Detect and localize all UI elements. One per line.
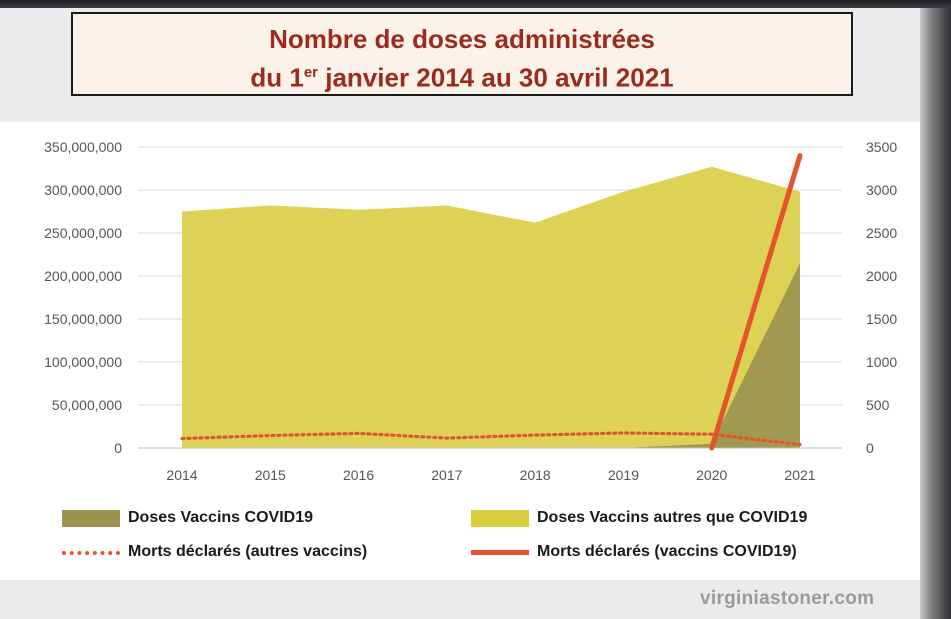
x-tick-label: 2021	[784, 467, 815, 483]
area-covid-doses	[182, 263, 800, 448]
line-deaths-other	[180, 431, 802, 447]
legend-label-deaths-covid: Morts déclarés (vaccins COVID19)	[537, 543, 797, 560]
chart-title-line2: du 1er janvier 2014 au 30 avril 2021	[73, 56, 851, 95]
x-tick-label: 2014	[166, 467, 197, 483]
x-tick-label: 2016	[343, 467, 374, 483]
y-left-tick-label: 200,000,000	[44, 268, 122, 284]
chart-svg: 0 0 50,000,000 500 100,000,000 1000 150,000,00…	[44, 139, 897, 483]
y-left-tick-label: 150,000,000	[44, 311, 122, 327]
chart-title-line1: Nombre de doses administrées	[269, 24, 655, 54]
legend-swatch-covid-doses	[62, 510, 120, 527]
y-right-tick-label: 2000	[866, 268, 897, 284]
legend-label-other-doses: Doses Vaccins autres que COVID19	[537, 509, 808, 526]
y-left-tick-label: 250,000,000	[44, 225, 122, 241]
y-left-tick-label: 50,000,000	[52, 397, 122, 413]
x-tick-label: 2019	[608, 467, 639, 483]
title-line2-sup: er	[303, 64, 319, 81]
legend-swatch-deaths-covid	[471, 550, 529, 555]
title-line2-prefix: du 1	[250, 62, 304, 93]
legend-swatch-deaths-other	[62, 551, 120, 555]
x-tick-label: 2018	[520, 467, 551, 483]
y-right-tick-label: 1500	[866, 311, 897, 327]
legend-swatch-other-doses	[471, 510, 529, 527]
area-other-doses	[182, 166, 800, 448]
legend-label-covid-doses: Doses Vaccins COVID19	[128, 509, 313, 526]
y-left-tick-label: 300,000,000	[44, 182, 122, 198]
y-right-tick-label: 3500	[866, 139, 897, 155]
y-right-tick-label: 2500	[866, 225, 897, 241]
y-left-tick-label: 350,000,000	[44, 139, 122, 155]
x-tick-label: 2015	[255, 467, 286, 483]
y-left-tick-label: 100,000,000	[44, 354, 122, 370]
x-tick-label: 2017	[431, 467, 462, 483]
slide-edge-shadow	[920, 8, 951, 619]
y-right-tick-label: 500	[866, 397, 890, 413]
x-tick-label: 2020	[696, 467, 727, 483]
watermark: virginiastoner.com	[700, 588, 875, 609]
y-right-tick-label: 3000	[866, 182, 897, 198]
title-line2-suffix: janvier 2014 au 30 avril 2021	[318, 62, 674, 93]
top-strip	[0, 0, 951, 8]
legend-label-deaths-other: Morts déclarés (autres vaccins)	[128, 543, 368, 560]
y-right-tick-label: 0	[866, 440, 874, 456]
chart-title-box: Nombre de doses administrées du 1er janv…	[71, 12, 853, 96]
y-left-tick-label: 0	[114, 440, 122, 456]
line-deaths-covid	[709, 153, 803, 451]
y-right-tick-label: 1000	[866, 354, 897, 370]
